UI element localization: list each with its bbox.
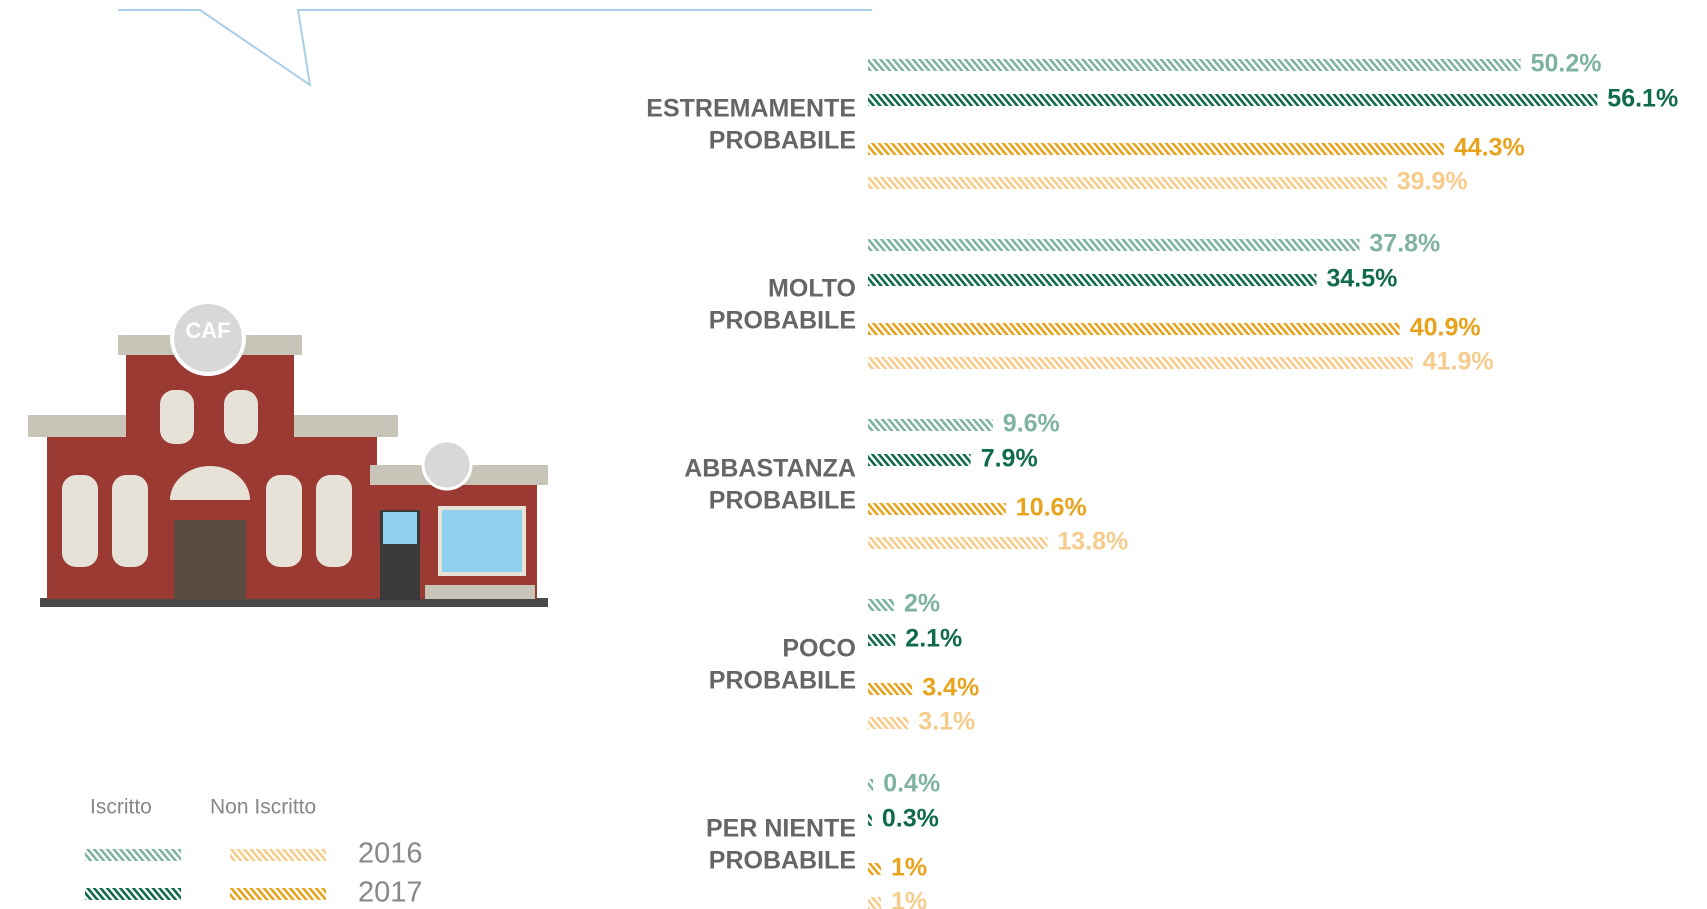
value-label: 50.2%	[1531, 50, 1602, 78]
category-label: PROBABILE	[709, 307, 856, 335]
value-label: 41.9%	[1423, 348, 1494, 376]
bar	[868, 634, 896, 646]
category-label: PROBABILE	[709, 487, 856, 515]
value-label: 0.3%	[882, 805, 939, 833]
value-label: 10.6%	[1016, 494, 1087, 522]
bar	[868, 274, 1317, 286]
bar	[868, 59, 1521, 71]
legend-group: Non Iscritto	[210, 796, 316, 819]
legend-swatch	[85, 888, 181, 900]
value-label: 2.1%	[905, 625, 962, 653]
category-label: PROBABILE	[709, 847, 856, 875]
bar	[868, 717, 909, 729]
building-illustration: CAF	[28, 300, 548, 607]
bar	[868, 419, 993, 431]
legend-year: 2016	[358, 838, 423, 870]
value-label: 3.4%	[922, 674, 979, 702]
value-label: 37.8%	[1369, 230, 1440, 258]
legend-swatch	[85, 849, 181, 861]
value-label: 3.1%	[918, 708, 975, 736]
value-label: 56.1%	[1607, 85, 1678, 113]
value-label: 7.9%	[981, 445, 1038, 473]
bar	[868, 863, 881, 875]
category-label: PROBABILE	[709, 127, 856, 155]
bar	[868, 537, 1048, 549]
category-label: POCO	[782, 635, 856, 663]
category-label: PROBABILE	[709, 667, 856, 695]
bar	[868, 897, 881, 909]
bar	[868, 323, 1400, 335]
bar	[868, 779, 874, 791]
bar	[868, 143, 1444, 155]
value-label: 2%	[904, 590, 940, 618]
category-label: ABBASTANZA	[684, 455, 856, 483]
value-label: 44.3%	[1454, 134, 1525, 162]
speech-bubble	[118, 9, 872, 88]
value-label: 13.8%	[1057, 528, 1128, 556]
bar	[868, 239, 1360, 251]
legend-swatch	[230, 888, 326, 900]
svg-text:CAF: CAF	[185, 318, 230, 343]
value-label: 34.5%	[1327, 265, 1398, 293]
bar	[868, 94, 1598, 106]
legend-year: 2017	[358, 877, 423, 909]
category-label: PER NIENTE	[706, 815, 856, 843]
legend-swatch	[230, 849, 326, 861]
category-label: ESTREMAMENTE	[646, 95, 856, 123]
bar	[868, 503, 1006, 515]
bar	[868, 814, 872, 826]
value-label: 9.6%	[1003, 410, 1060, 438]
bar	[868, 357, 1413, 369]
value-label: 0.4%	[883, 770, 940, 798]
bar	[868, 177, 1387, 189]
bar	[868, 454, 971, 466]
value-label: 1%	[891, 854, 927, 882]
value-label: 1%	[891, 888, 927, 909]
value-label: 40.9%	[1410, 314, 1481, 342]
legend-group: Iscritto	[90, 796, 152, 819]
bar	[868, 683, 913, 695]
category-label: MOLTO	[768, 275, 856, 303]
bar	[868, 599, 894, 611]
value-label: 39.9%	[1397, 168, 1468, 196]
